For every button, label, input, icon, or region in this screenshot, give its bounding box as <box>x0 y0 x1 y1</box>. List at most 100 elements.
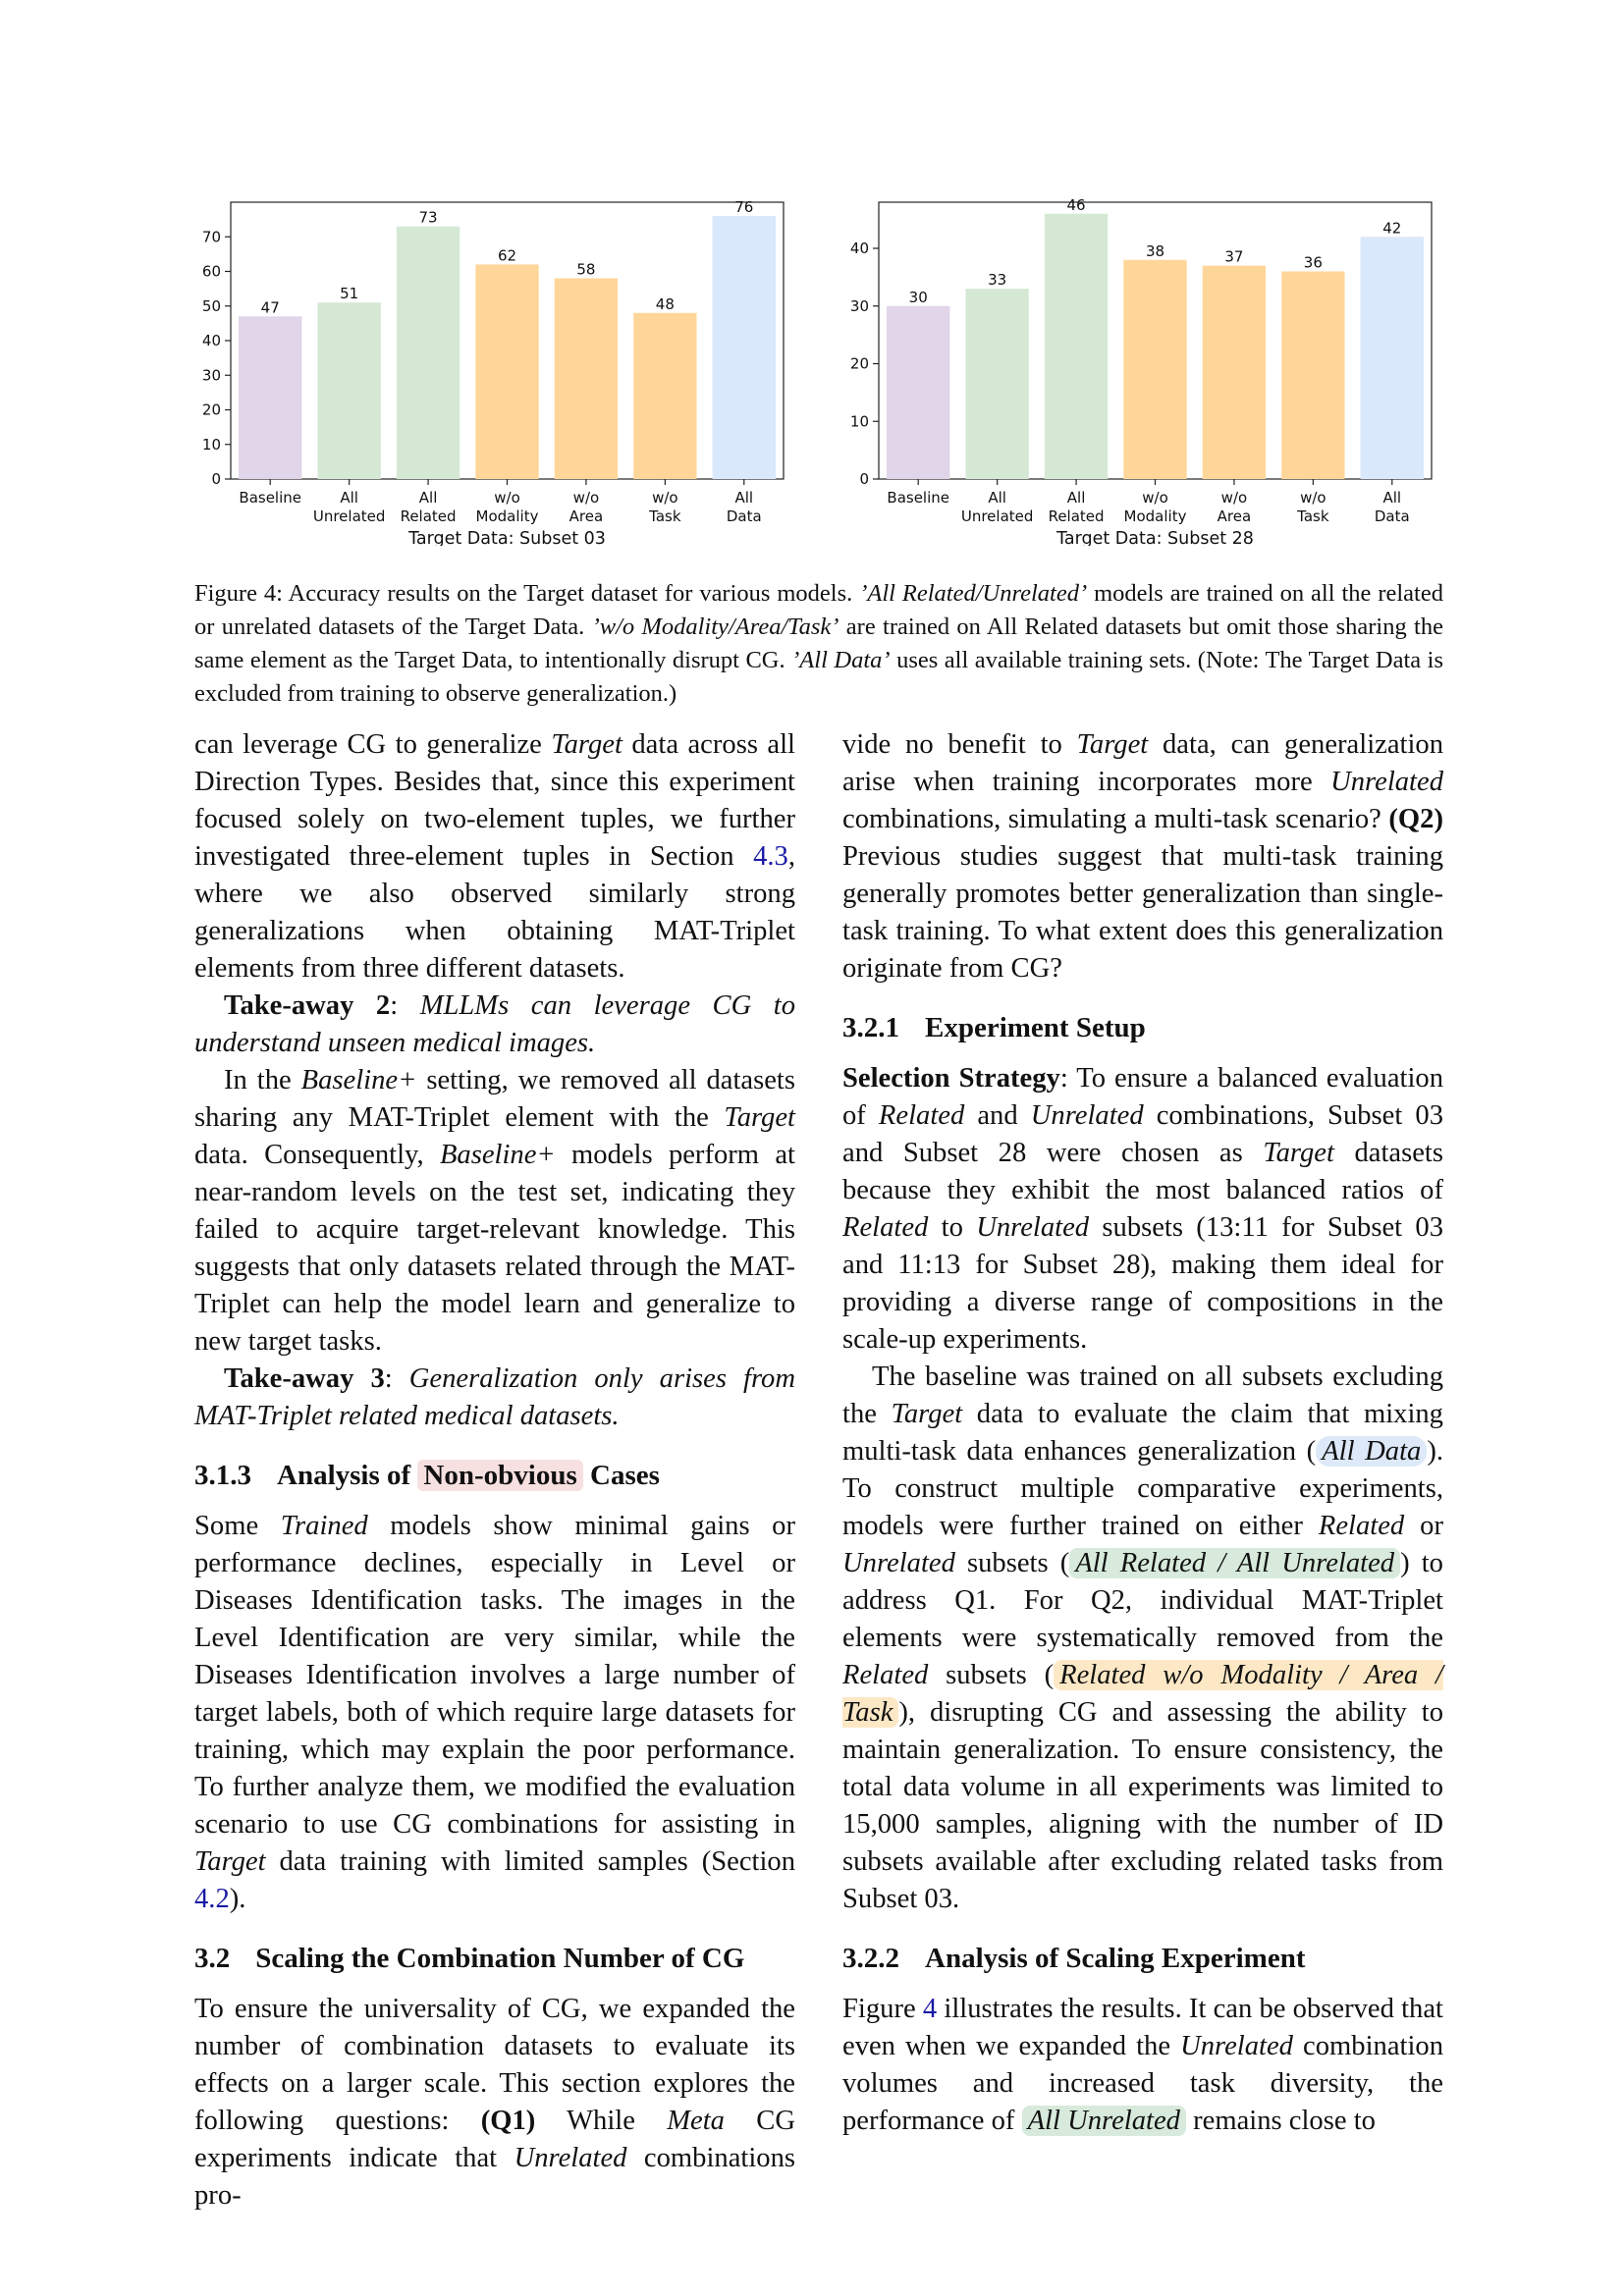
y-tick-label: 50 <box>202 297 221 315</box>
bar-value-label: 38 <box>1146 242 1164 260</box>
x-tick-label: Task <box>648 507 681 525</box>
x-tick-label: Related <box>401 507 457 525</box>
bar <box>1281 271 1345 479</box>
y-tick-label: 20 <box>202 401 221 419</box>
caption-text: are trained on All Related datasets but … <box>194 614 1443 673</box>
y-tick-label: 30 <box>850 297 869 315</box>
bar <box>554 278 619 479</box>
x-tick-label: Area <box>1218 507 1252 525</box>
bar-value-label: 33 <box>988 271 1006 289</box>
bar-chart-subset-28: 0 10 20 30 40 30 Baseline 33 All Unrelated 46 All Re… <box>835 192 1463 551</box>
paragraph: The baseline was trained on all subsets … <box>842 1362 1443 1914</box>
bar <box>887 305 950 479</box>
takeaway-3: Take-away 3: Generalization only arises … <box>194 1363 796 1431</box>
bar <box>1202 265 1267 479</box>
paragraph: Selection Strategy: To ensure a balanced… <box>842 1063 1444 1355</box>
y-tick-label: 30 <box>202 366 221 384</box>
section-link[interactable]: 4.2 <box>194 1884 230 1914</box>
bar-value-label: 37 <box>1224 248 1243 266</box>
paragraph: To ensure the universality of CG, we exp… <box>194 1994 795 2211</box>
caption-text: uses all available training sets. (Note:… <box>194 647 1443 707</box>
bar <box>317 302 381 479</box>
bar-value-label: 76 <box>734 198 753 216</box>
x-tick-label: Unrelated <box>313 507 386 525</box>
y-tick-label: 60 <box>202 263 221 281</box>
x-axis-label: Target Data: Subset 28 <box>1056 529 1254 546</box>
takeaway-2: Take-away 2: MLLMs can leverage CG to un… <box>194 990 795 1058</box>
left-column: can leverage CG to generalize Target dat… <box>194 726 795 2215</box>
x-tick-label: w/o <box>1142 489 1168 507</box>
x-tick-label: w/o <box>1300 489 1326 507</box>
y-tick-label: 70 <box>202 228 221 245</box>
y-tick-label: 10 <box>202 436 221 454</box>
x-tick-label: Modality <box>476 507 539 525</box>
x-tick-label: All <box>734 489 753 507</box>
highlight-all-related-unrelated: All Related / All Unrelated <box>1069 1548 1401 1578</box>
x-tick-label: w/o <box>573 489 600 507</box>
highlight-non-obvious: Non-obvious <box>417 1460 583 1491</box>
bar <box>239 316 302 479</box>
x-tick-label: Area <box>569 507 604 525</box>
bar <box>965 289 1029 479</box>
x-tick-label: All <box>1382 489 1401 507</box>
paragraph: can leverage CG to generalize Target dat… <box>194 729 796 984</box>
section-heading-3-1-3: 3.1.3 Analysis of Non-obvious Cases <box>194 1460 660 1491</box>
bar-value-label: 30 <box>909 289 928 306</box>
y-tick-label: 0 <box>211 470 221 488</box>
y-tick-label: 40 <box>850 240 869 257</box>
x-axis-label: Target Data: Subset 03 <box>407 529 606 546</box>
caption-italic: ’All Related/Unrelated’ <box>859 580 1088 607</box>
right-column: vide no benefit to Target data, can gene… <box>842 726 1443 2140</box>
x-tick-label: Modality <box>1124 507 1187 525</box>
paragraph: In the Baseline+ setting, we removed all… <box>194 1065 795 1357</box>
figure-caption: Figure 4: Accuracy results on the Target… <box>194 577 1443 711</box>
x-tick-label: Data <box>727 507 762 525</box>
section-link[interactable]: 4.3 <box>753 841 788 872</box>
x-tick-label: All <box>1067 489 1086 507</box>
highlight-all-unrelated: All Unrelated <box>1021 2106 1186 2136</box>
bar-chart-subset-03: 0 10 20 30 40 50 60 70 47 Baseline 51 All Unrelated 7… <box>187 192 815 551</box>
x-tick-label: All <box>988 489 1006 507</box>
x-tick-label: Data <box>1375 507 1410 525</box>
caption-text: models are trained on all the related or… <box>194 580 1443 640</box>
y-tick-label: 40 <box>202 332 221 349</box>
bar <box>475 264 539 479</box>
caption-italic: ’w/o Modality/Area/Task’ <box>591 614 839 640</box>
bar <box>1044 213 1109 479</box>
bar <box>396 226 460 480</box>
x-tick-label: w/o <box>1221 489 1248 507</box>
bar-value-label: 62 <box>498 246 516 264</box>
x-tick-label: w/o <box>652 489 678 507</box>
chart-svg-subset-28: 01020304030Baseline33AllUnrelated46AllRe… <box>850 196 1433 549</box>
figure-link[interactable]: 4 <box>922 1994 938 2024</box>
bar-value-label: 58 <box>576 261 595 279</box>
bar <box>1360 237 1424 479</box>
highlight-all-data: All Data <box>1316 1436 1428 1467</box>
x-tick-label: All <box>419 489 438 507</box>
bar-value-label: 73 <box>419 209 438 227</box>
section-heading-3-2-2: 3.2.2 Analysis of Scaling Experiment <box>842 1943 1306 1974</box>
bar <box>712 216 776 479</box>
x-tick-label: Related <box>1049 507 1105 525</box>
bar-value-label: 36 <box>1304 254 1323 272</box>
x-tick-label: w/o <box>494 489 520 507</box>
section-heading-3-2: 3.2 Scaling the Combination Number of CG <box>194 1943 745 1974</box>
bar <box>633 312 697 479</box>
x-tick-label: Baseline <box>239 489 301 507</box>
paragraph: vide no benefit to Target data, can gene… <box>842 729 1444 984</box>
section-heading-3-2-1: 3.2.1 Experiment Setup <box>842 1012 1146 1043</box>
x-tick-label: Task <box>1296 507 1329 525</box>
caption-text: Figure 4: Accuracy results on the Target… <box>194 580 860 607</box>
y-tick-label: 20 <box>850 355 869 373</box>
bar-value-label: 51 <box>340 285 358 302</box>
chart-svg-subset-03: 01020304050607047Baseline51AllUnrelated7… <box>202 198 785 549</box>
paragraph: Figure 4 illustrates the results. It can… <box>842 1994 1443 2136</box>
bar-value-label: 42 <box>1382 219 1401 237</box>
bar-value-label: 48 <box>656 295 675 313</box>
bar-value-label: 47 <box>261 298 280 316</box>
x-tick-label: Baseline <box>887 489 949 507</box>
x-tick-label: All <box>340 489 358 507</box>
caption-italic: ’All Data’ <box>791 647 891 673</box>
bar-value-label: 46 <box>1067 196 1086 214</box>
bar <box>1123 259 1187 479</box>
